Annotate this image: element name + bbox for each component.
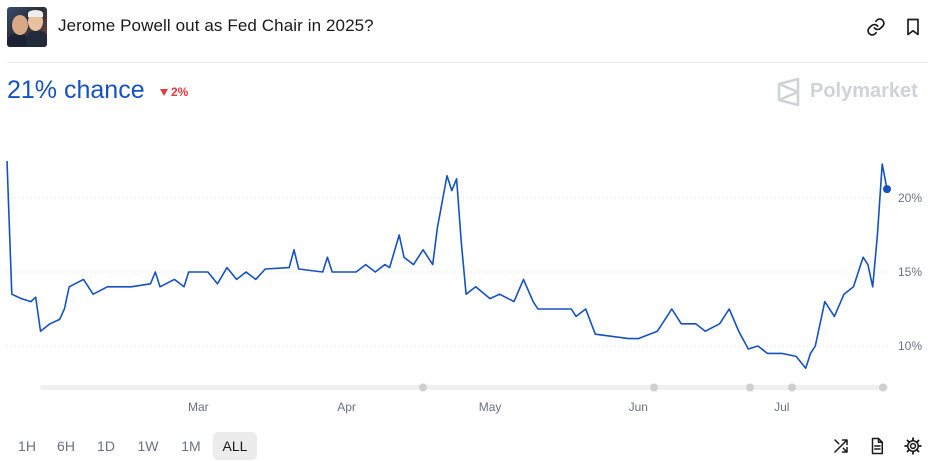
gear-icon[interactable] [904,437,922,455]
scrubber-event-dot[interactable] [879,383,887,392]
x-tick-label: Mar [188,400,209,414]
x-tick-label: Apr [337,400,356,414]
series-line [6,160,888,369]
scrubber-track[interactable] [40,385,888,390]
scrubber-event-dot[interactable] [419,383,427,392]
y-tick-label: 15% [898,265,922,279]
x-axis-labels: Mar Apr May Jun Jul [188,400,789,414]
change-value: 2% [171,85,189,99]
timeframe-1w[interactable]: 1W [137,438,159,454]
x-tick-label: Jun [629,400,648,414]
y-axis-labels: 10% 15% 20% [898,191,922,353]
y-tick-label: 20% [898,191,922,205]
link-icon[interactable] [866,17,886,37]
timeframe-all[interactable]: ALL [213,432,257,460]
scrubber-event-dot[interactable] [746,383,754,392]
down-triangle-icon [160,89,168,96]
scrubber-event-dot[interactable] [788,383,796,392]
x-tick-label: May [479,400,502,414]
scrubber-event-dot[interactable] [650,383,658,392]
time-scrubber[interactable] [40,383,888,392]
polymarket-logo-icon [777,78,800,106]
document-icon[interactable] [868,437,886,455]
header-divider [7,62,928,63]
timeframe-1m[interactable]: 1M [181,438,201,454]
brand-name: Polymarket [810,80,918,102]
change-indicator: 2% [160,85,188,99]
timeframe-6h[interactable]: 6H [57,438,75,454]
bookmark-icon[interactable] [903,17,923,37]
y-tick-label: 10% [898,339,922,353]
market-title[interactable]: Jerome Powell out as Fed Chair in 2025? [58,16,374,35]
price-chart[interactable]: 10% 15% 20% Mar Apr May Jun Jul [0,140,934,425]
x-tick-label: Jul [774,400,789,414]
market-avatar[interactable] [7,7,47,47]
timeframe-1h[interactable]: 1H [18,438,36,454]
last-point-marker [883,185,891,194]
chart-gridlines [7,197,890,347]
market-header: Jerome Powell out as Fed Chair in 2025? [0,0,934,54]
chance-label: 21% chance [7,76,145,104]
shuffle-icon[interactable] [832,437,850,455]
timeframe-1d[interactable]: 1D [97,438,115,454]
